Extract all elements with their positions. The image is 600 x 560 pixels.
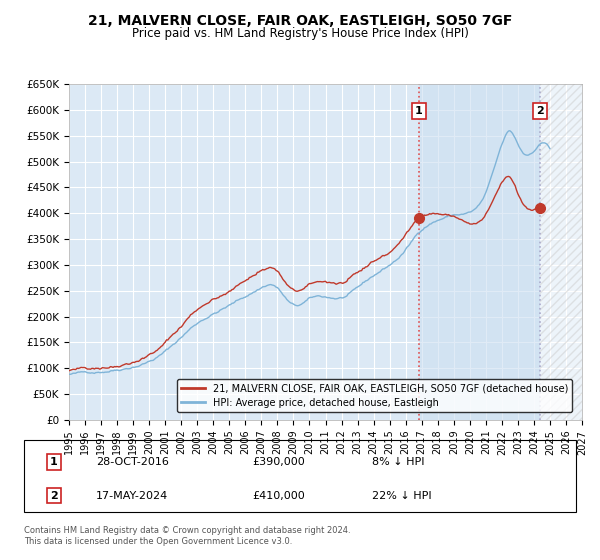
Text: Price paid vs. HM Land Registry's House Price Index (HPI): Price paid vs. HM Land Registry's House … xyxy=(131,27,469,40)
Bar xyxy=(540,84,582,420)
Text: 17-MAY-2024: 17-MAY-2024 xyxy=(96,491,168,501)
Text: 28-OCT-2016: 28-OCT-2016 xyxy=(96,457,169,467)
Text: Contains HM Land Registry data © Crown copyright and database right 2024.
This d: Contains HM Land Registry data © Crown c… xyxy=(24,526,350,546)
Text: 1: 1 xyxy=(50,457,58,467)
Text: 2: 2 xyxy=(50,491,58,501)
Text: 22% ↓ HPI: 22% ↓ HPI xyxy=(372,491,431,501)
Legend: 21, MALVERN CLOSE, FAIR OAK, EASTLEIGH, SO50 7GF (detached house), HPI: Average : 21, MALVERN CLOSE, FAIR OAK, EASTLEIGH, … xyxy=(177,379,572,412)
Text: £410,000: £410,000 xyxy=(252,491,305,501)
Text: 1: 1 xyxy=(415,106,423,116)
Text: 2: 2 xyxy=(536,106,544,116)
Text: 21, MALVERN CLOSE, FAIR OAK, EASTLEIGH, SO50 7GF: 21, MALVERN CLOSE, FAIR OAK, EASTLEIGH, … xyxy=(88,14,512,28)
Text: 8% ↓ HPI: 8% ↓ HPI xyxy=(372,457,425,467)
Bar xyxy=(419,84,540,420)
Text: £390,000: £390,000 xyxy=(252,457,305,467)
